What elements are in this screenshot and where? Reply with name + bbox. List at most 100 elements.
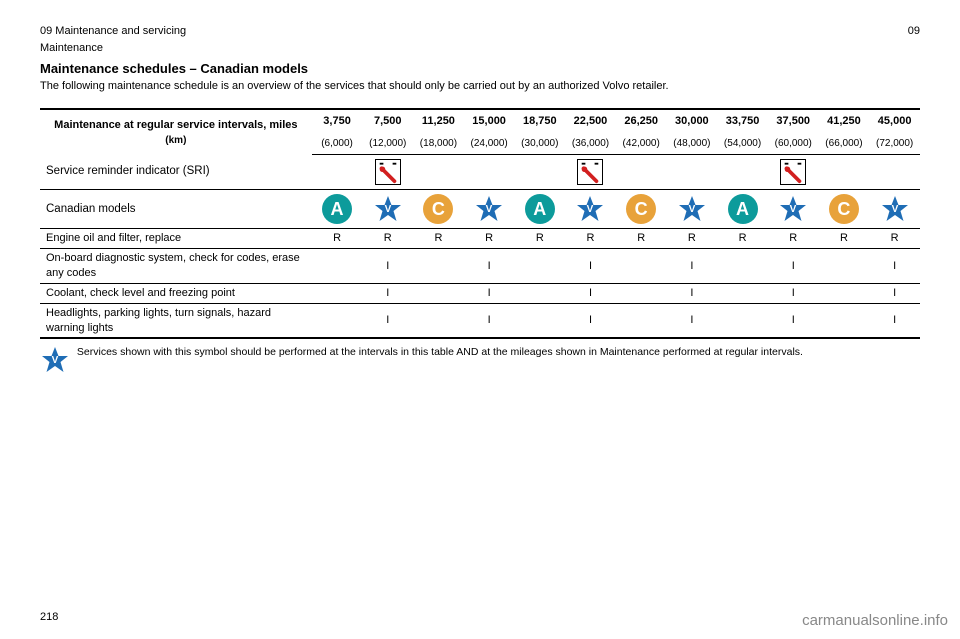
task-cell: R xyxy=(616,229,667,249)
task-row: Coolant, check level and freezing point I… xyxy=(40,283,920,303)
task-cell: R xyxy=(819,229,870,249)
task-cell xyxy=(312,303,363,338)
interval-s8: (48,000) xyxy=(667,133,718,155)
task-cell: I xyxy=(565,283,616,303)
task-cell: R xyxy=(869,229,920,249)
interval-h1: 3,750 xyxy=(312,109,363,133)
task-cell xyxy=(514,249,565,284)
badge-c-2: C xyxy=(616,190,667,229)
interval-header-row: Maintenance at regular service intervals… xyxy=(40,109,920,133)
interval-label-km: (km) xyxy=(165,135,186,146)
task-label: Headlights, parking lights, turn signals… xyxy=(40,303,312,338)
task-cell: R xyxy=(768,229,819,249)
badge-a-3: A xyxy=(717,190,768,229)
svg-text:V: V xyxy=(891,204,898,215)
wrench-cell-2 xyxy=(565,155,616,190)
svg-text:V: V xyxy=(384,204,391,215)
badge-a-1: A xyxy=(312,190,363,229)
section-label: 09 Maintenance and servicing xyxy=(40,24,186,39)
task-cell: I xyxy=(768,249,819,284)
task-cell: I xyxy=(362,283,413,303)
interval-s3: (18,000) xyxy=(413,133,464,155)
star-icon: V xyxy=(373,194,403,224)
task-cell xyxy=(819,249,870,284)
task-cell xyxy=(717,303,768,338)
task-label: Engine oil and filter, replace xyxy=(40,229,312,249)
task-cell: I xyxy=(464,303,515,338)
task-cell: I xyxy=(869,249,920,284)
star-5: V xyxy=(768,190,819,229)
interval-s9: (54,000) xyxy=(717,133,768,155)
badge-a-icon: A xyxy=(525,194,555,224)
task-cell xyxy=(514,303,565,338)
footnote-star-icon: V xyxy=(40,345,70,371)
interval-h3: 11,250 xyxy=(413,109,464,133)
task-cell: I xyxy=(667,303,718,338)
star-icon: V xyxy=(474,194,504,224)
badge-a-icon: A xyxy=(728,194,758,224)
page-header: 09 Maintenance and servicing 09 xyxy=(40,24,920,39)
svg-text:V: V xyxy=(486,204,493,215)
page-container: 09 Maintenance and servicing 09 Maintena… xyxy=(0,0,960,381)
task-label: Coolant, check level and freezing point xyxy=(40,283,312,303)
maintenance-table: Maintenance at regular service intervals… xyxy=(40,108,920,339)
interval-h8: 30,000 xyxy=(667,109,718,133)
table-bottom-rule xyxy=(40,338,920,339)
task-cell: I xyxy=(362,249,413,284)
task-cell xyxy=(413,249,464,284)
task-cell xyxy=(717,249,768,284)
svg-text:V: V xyxy=(587,204,594,215)
star-1: V xyxy=(362,190,413,229)
task-cell: R xyxy=(464,229,515,249)
sri-label: Service reminder indicator (SRI) xyxy=(40,155,312,190)
task-cell xyxy=(413,303,464,338)
svg-text:V: V xyxy=(52,355,59,366)
wrench-cell-3 xyxy=(768,155,819,190)
star-6: V xyxy=(869,190,920,229)
task-cell xyxy=(413,283,464,303)
wrench-icon xyxy=(780,159,806,185)
page-header-title: Maintenance xyxy=(40,41,920,56)
task-cell xyxy=(616,249,667,284)
task-cell xyxy=(717,283,768,303)
task-cell xyxy=(616,303,667,338)
task-cell xyxy=(514,283,565,303)
sri-row: Service reminder indicator (SRI) xyxy=(40,155,920,190)
subtitle: The following maintenance schedule is an… xyxy=(40,79,920,94)
interval-s1: (6,000) xyxy=(312,133,363,155)
svg-text:V: V xyxy=(790,204,797,215)
task-row: Engine oil and filter, replaceRRRRRRRRRR… xyxy=(40,229,920,249)
badge-a-icon: A xyxy=(322,194,352,224)
footnote-text: Services shown with this symbol should b… xyxy=(77,345,877,359)
interval-h11: 41,250 xyxy=(819,109,870,133)
interval-h7: 26,250 xyxy=(616,109,667,133)
task-cell: R xyxy=(413,229,464,249)
interval-h5: 18,750 xyxy=(514,109,565,133)
watermark: carmanualsonline.info xyxy=(802,611,948,631)
interval-h6: 22,500 xyxy=(565,109,616,133)
interval-s2: (12,000) xyxy=(362,133,413,155)
task-label: On-board diagnostic system, check for co… xyxy=(40,249,312,284)
task-cell: R xyxy=(565,229,616,249)
badge-c-1: C xyxy=(413,190,464,229)
star-4: V xyxy=(667,190,718,229)
task-cell: R xyxy=(514,229,565,249)
task-cell: I xyxy=(768,283,819,303)
task-cell: I xyxy=(464,249,515,284)
star-icon: V xyxy=(880,194,910,224)
badge-c-icon: C xyxy=(829,194,859,224)
footnote: V Services shown with this symbol should… xyxy=(40,345,920,371)
task-cell: I xyxy=(667,249,718,284)
interval-h9: 33,750 xyxy=(717,109,768,133)
interval-s6: (36,000) xyxy=(565,133,616,155)
task-cell: R xyxy=(312,229,363,249)
svg-text:V: V xyxy=(689,204,696,215)
interval-s12: (72,000) xyxy=(869,133,920,155)
star-3: V xyxy=(565,190,616,229)
interval-h2: 7,500 xyxy=(362,109,413,133)
star-icon: V xyxy=(575,194,605,224)
page-number-top: 09 xyxy=(908,24,920,39)
interval-h10: 37,500 xyxy=(768,109,819,133)
interval-s10: (60,000) xyxy=(768,133,819,155)
badge-a-2: A xyxy=(514,190,565,229)
